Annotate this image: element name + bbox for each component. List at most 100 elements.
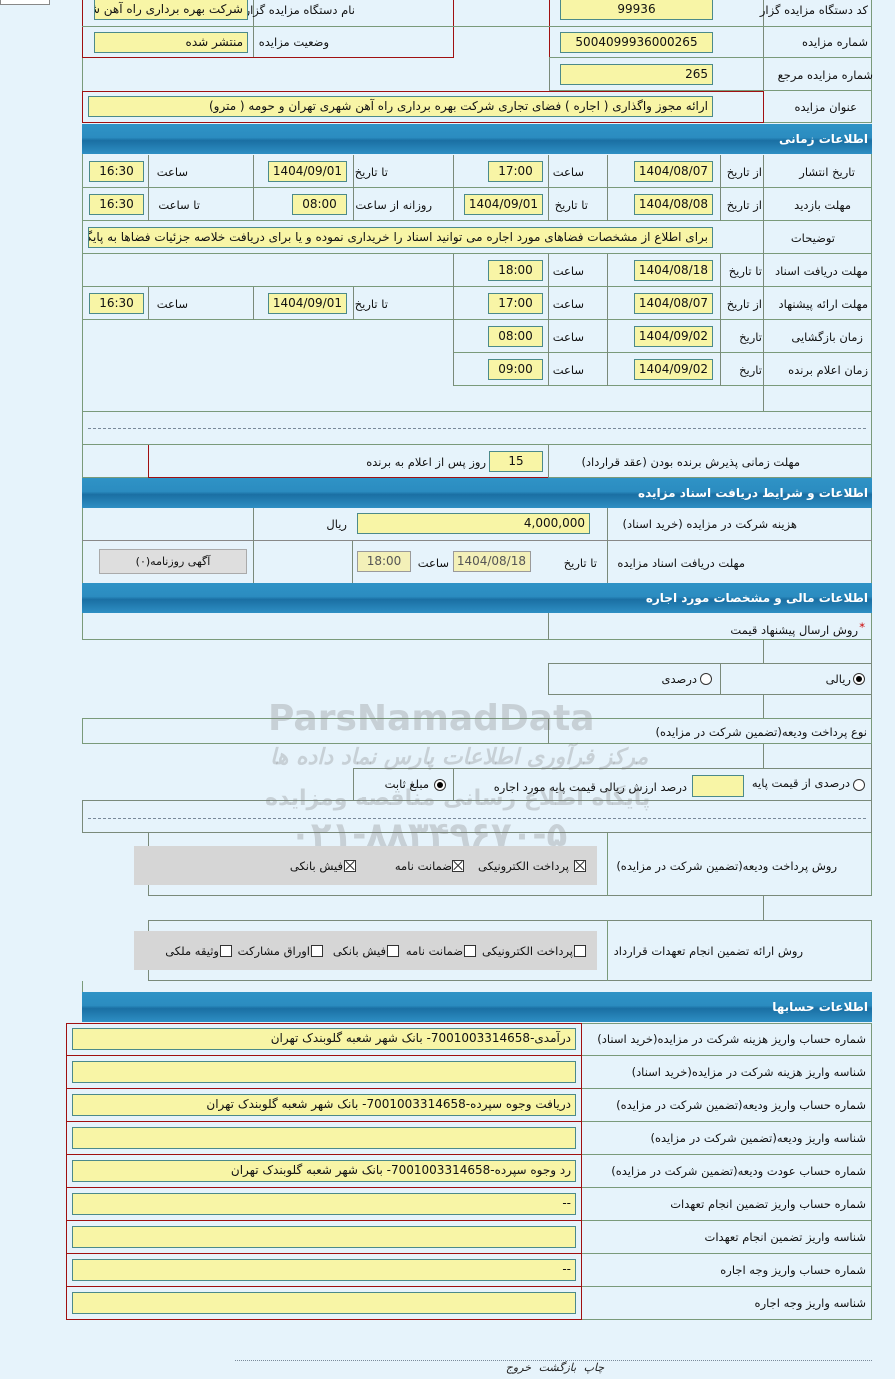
price-option-percent-label: درصدی <box>661 672 697 686</box>
opening-time-label: ساعت <box>552 330 584 344</box>
visit-from-date[interactable]: 1404/08/08 <box>634 194 713 215</box>
account-row-field[interactable] <box>72 1292 576 1314</box>
guarantee-receipt-label: فیش بانکی <box>332 944 386 958</box>
account-row-field[interactable] <box>72 1127 576 1149</box>
notes-field[interactable]: برای اطلاع از مشخصات فضاهای مورد اجاره م… <box>88 227 713 248</box>
publish-to-time[interactable]: 16:30 <box>89 161 144 182</box>
winner-label: زمان اعلام برنده <box>788 363 868 377</box>
docs-time-field[interactable]: 18:00 <box>357 551 411 572</box>
account-row-label: شماره حساب عودت ودیعه(تضمین شرکت در مزای… <box>611 1164 866 1178</box>
guarantee-receipt-checkbox[interactable] <box>387 945 399 957</box>
visit-to-label: تا تاریخ <box>554 198 588 212</box>
deposit-percent-field[interactable] <box>692 775 744 797</box>
deposit-fixed-label: مبلغ ثابت <box>384 777 429 791</box>
doc-deadline-to-label: تا تاریخ <box>728 264 762 278</box>
price-option-rial-label: ریالی <box>825 672 851 686</box>
deposit-method-receipt-checkbox[interactable] <box>344 860 356 872</box>
doc-deadline-time[interactable]: 18:00 <box>488 260 543 281</box>
offer-from-time[interactable]: 17:00 <box>488 293 543 314</box>
offer-time2-label: ساعت <box>156 297 188 311</box>
org-code-field[interactable]: 99936 <box>560 0 713 20</box>
org-name-field[interactable]: شرکت بهره برداری راه آهن شهری تهران <box>94 0 248 20</box>
price-option-rial[interactable] <box>853 673 865 685</box>
account-row: شناسه واریز تضمین انجام تعهدات <box>66 1221 872 1254</box>
visit-label: مهلت بازدید <box>794 198 851 212</box>
auction-no-label: شماره مزایده <box>802 35 868 49</box>
opening-time[interactable]: 08:00 <box>488 326 543 347</box>
account-row-field[interactable]: دریافت وجوه سپرده-7001003314658- بانک شه… <box>72 1094 576 1116</box>
offer-to-date[interactable]: 1404/09/01 <box>268 293 347 314</box>
publish-from-date[interactable]: 1404/08/07 <box>634 161 713 182</box>
section-header-accounts: اطلاعات حسابها <box>82 992 872 1022</box>
ref-no-field[interactable]: 265 <box>560 64 713 85</box>
opening-date[interactable]: 1404/09/02 <box>634 326 713 347</box>
account-row-field[interactable]: -- <box>72 1193 576 1215</box>
publish-from-label: از تاریخ <box>726 165 762 179</box>
guarantee-bonds-label: اوراق مشارکت <box>237 944 310 958</box>
offer-from-label: از تاریخ <box>726 297 762 311</box>
fee-field[interactable]: 4,000,000 <box>357 513 590 534</box>
auction-no-field[interactable]: 5004099936000265 <box>560 32 713 53</box>
account-row-label: شناسه واریز هزینه شرکت در مزایده(خرید اس… <box>631 1065 866 1079</box>
acceptance-days[interactable]: 15 <box>489 451 543 472</box>
price-option-percent[interactable] <box>700 673 712 685</box>
account-row-label: شناسه واریز وجه اجاره <box>754 1296 866 1310</box>
publish-to-date[interactable]: 1404/09/01 <box>268 161 347 182</box>
print-link[interactable]: چاپ <box>583 1361 605 1374</box>
acceptance-label: مهلت زمانی پذیرش برنده بودن (عقد قرارداد… <box>581 455 800 469</box>
publish-from-time[interactable]: 17:00 <box>488 161 543 182</box>
visit-daily-label: روزانه از ساعت <box>355 198 432 212</box>
account-row-label: شماره حساب واریز تضمین انجام تعهدات <box>670 1197 866 1211</box>
watermark-line1: مرکز فرآوری اطلاعات پارس نماد داده ها <box>270 745 649 770</box>
deposit-method-label: روش پرداخت ودیعه(تضمین شرکت در مزایده) <box>616 859 837 873</box>
account-row-field[interactable]: -- <box>72 1259 576 1281</box>
visit-to-date[interactable]: 1404/09/01 <box>464 194 543 215</box>
publish-label: تاریخ انتشار <box>799 165 855 179</box>
org-code-label: کد دستگاه مزایده گزار <box>759 3 868 17</box>
deposit-fixed-radio[interactable] <box>434 779 446 791</box>
back-link[interactable]: بازگشت <box>538 1361 577 1374</box>
account-row: شماره حساب واریز وجه اجاره -- <box>66 1254 872 1287</box>
guarantee-electronic-checkbox[interactable] <box>574 945 586 957</box>
title-field[interactable]: ارائه مجوز واگذاری ( اجاره ) فضای تجاری … <box>88 96 713 117</box>
visit-daily-from[interactable]: 08:00 <box>292 194 347 215</box>
guarantee-letter-label: ضمانت نامه <box>405 944 463 958</box>
exit-link[interactable]: خروج <box>505 1361 532 1374</box>
guarantee-letter-checkbox[interactable] <box>464 945 476 957</box>
publish-time-label: ساعت <box>552 165 584 179</box>
status-field[interactable]: منتشر شده <box>94 32 248 53</box>
winner-date[interactable]: 1404/09/02 <box>634 359 713 380</box>
offer-from-date[interactable]: 1404/08/07 <box>634 293 713 314</box>
account-row-field[interactable] <box>72 1061 576 1083</box>
guarantee-property-checkbox[interactable] <box>220 945 232 957</box>
doc-deadline-time-label: ساعت <box>552 264 584 278</box>
account-row-field[interactable]: درآمدی-7001003314658- بانک شهر شعبه گلوب… <box>72 1028 576 1050</box>
account-row: شماره حساب عودت ودیعه(تضمین شرکت در مزای… <box>66 1155 872 1188</box>
doc-deadline-date[interactable]: 1404/08/18 <box>634 260 713 281</box>
visit-daily-to[interactable]: 16:30 <box>89 194 144 215</box>
visit-from-label: از تاریخ <box>726 198 762 212</box>
account-row-field[interactable] <box>72 1226 576 1248</box>
account-row-field[interactable]: رد وجوه سپرده-7001003314658- بانک شهر شع… <box>72 1160 576 1182</box>
offer-to-time[interactable]: 16:30 <box>89 293 144 314</box>
docs-date-field[interactable]: 1404/08/18 <box>453 551 531 572</box>
offer-label: مهلت ارائه پیشنهاد <box>778 297 868 311</box>
deposit-percent-radio[interactable] <box>853 779 865 791</box>
guarantee-bonds-checkbox[interactable] <box>311 945 323 957</box>
fee-label: هزینه شرکت در مزایده (خرید اسناد) <box>622 517 798 531</box>
account-row: شناسه واریز هزینه شرکت در مزایده(خرید اس… <box>66 1056 872 1089</box>
winner-time[interactable]: 09:00 <box>488 359 543 380</box>
account-row-label: شماره حساب واریز هزینه شرکت در مزایده(خر… <box>597 1032 866 1046</box>
price-method-label: روش ارسال پیشنهاد قیمت <box>730 623 858 637</box>
deposit-method-guarantee-checkbox[interactable] <box>452 860 464 872</box>
currency-label: ریال <box>326 517 347 531</box>
publish-time2-label: ساعت <box>156 165 188 179</box>
deposit-method-electronic-checkbox[interactable] <box>574 860 586 872</box>
required-mark: * <box>859 620 865 634</box>
winner-time-label: ساعت <box>552 363 584 377</box>
newspaper-ad-button[interactable]: آگهی روزنامه(۰) <box>99 549 247 574</box>
guarantee-methods-box <box>134 931 597 970</box>
account-row-label: شماره حساب واریز وجه اجاره <box>720 1263 866 1277</box>
notes-label: توضیحات <box>790 231 835 245</box>
deposit-method-electronic-label: پرداخت الکترونیکی <box>478 859 569 873</box>
